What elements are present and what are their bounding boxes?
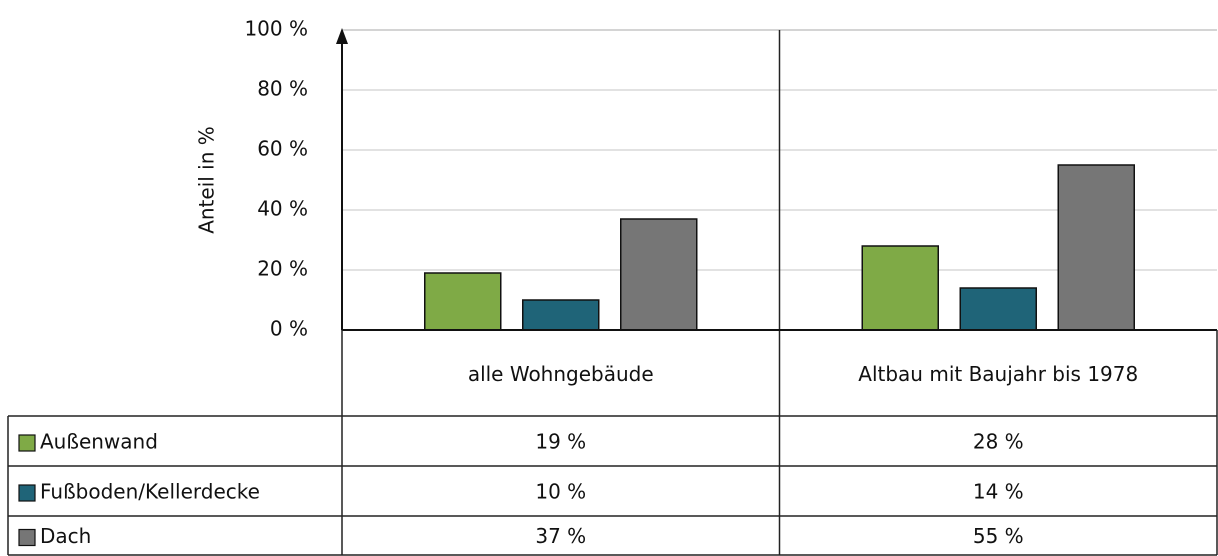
y-tick-label: 100 % — [244, 17, 308, 41]
legend-swatch — [18, 434, 36, 452]
table-value: 19 % — [535, 430, 586, 454]
table-value: 55 % — [973, 524, 1024, 548]
table-value: 14 % — [973, 480, 1024, 504]
legend-label: Dach — [40, 524, 91, 548]
legend-label: Außenwand — [40, 430, 158, 454]
y-tick-label: 40 % — [257, 197, 308, 221]
table-value: 37 % — [535, 524, 586, 548]
y-axis-title: Anteil in % — [195, 126, 219, 234]
table-value: 28 % — [973, 430, 1024, 454]
y-tick-label: 20 % — [257, 257, 308, 281]
table-value: 10 % — [535, 480, 586, 504]
y-axis-arrow — [336, 28, 348, 44]
bar — [959, 287, 1037, 331]
category-label: alle Wohngebäude — [467, 361, 654, 386]
y-tick-label: 60 % — [257, 137, 308, 161]
y-tick-label: 80 % — [257, 77, 308, 101]
category-label: Altbau mit Baujahr bis 1978 — [858, 361, 1139, 386]
bar — [424, 272, 502, 331]
bar — [620, 218, 698, 331]
bar — [861, 245, 939, 331]
legend-swatch — [18, 484, 36, 502]
bar — [522, 299, 600, 331]
y-tick-label: 0 % — [270, 317, 308, 341]
legend-swatch — [18, 528, 36, 547]
legend-label: Fußboden/Kellerdecke — [40, 480, 260, 504]
bar — [1057, 164, 1135, 331]
